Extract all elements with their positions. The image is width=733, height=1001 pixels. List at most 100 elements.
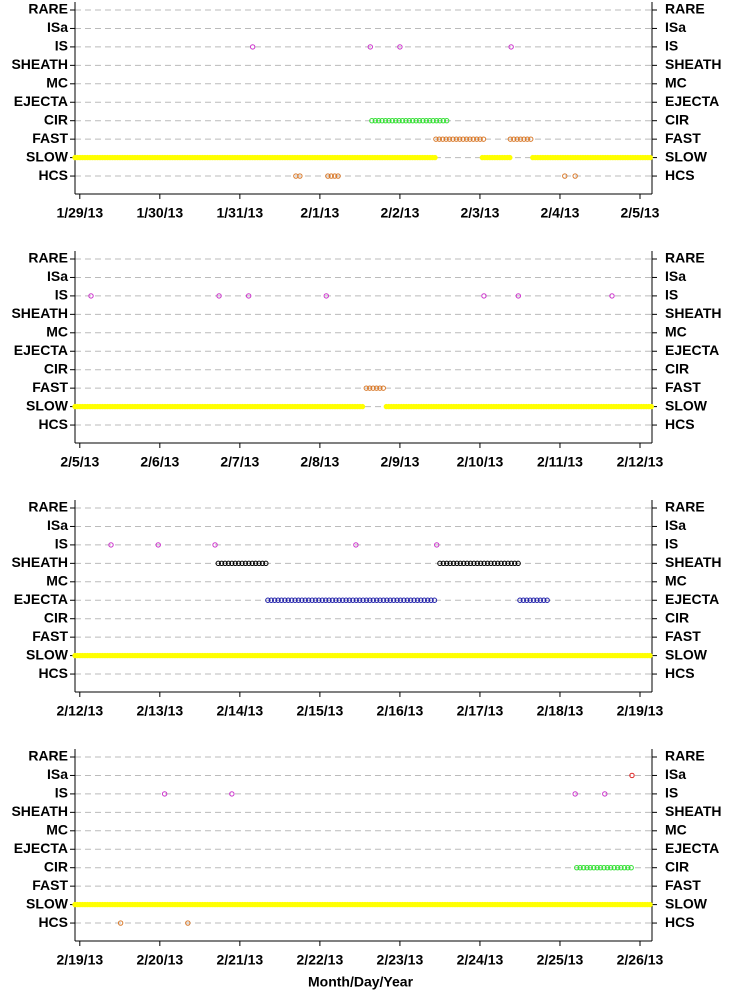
panel: RARE RARE ISa ISa IS IS SHEATH SHEATH MC MC EJECTA… [11,748,721,990]
y-tick-label: SHEATH [11,56,68,72]
y-tick-label: HCS [38,167,68,183]
run-marker [229,560,235,567]
y-tick-label: CIR [44,858,68,874]
y-tick-label-right: SHEATH [665,554,722,570]
run [479,154,513,161]
y-tick-label: IS [55,785,68,801]
x-tick-label: 2/13/13 [136,703,183,719]
y-tick-label: FAST [32,379,68,395]
run-marker [591,865,597,871]
run-marker [370,385,376,391]
run-marker [246,560,252,567]
run-marker [450,136,456,142]
run-marker [376,118,382,124]
run-marker [454,560,460,567]
run-marker [508,560,515,567]
run-marker [478,560,484,567]
run-marker [394,597,400,603]
run-marker [512,560,518,567]
point [434,542,440,548]
run-marker [491,560,498,567]
run-marker [457,560,464,567]
panel: RARE RARE ISa ISa IS IS SHEATH SHEATH MC MC EJECTA… [11,1,721,221]
x-tick-label: 2/5/13 [621,205,660,221]
point [515,293,522,299]
run-marker [326,597,332,603]
y-tick-label-right: SHEATH [665,803,722,819]
run-marker [239,560,245,567]
y-tick-label: ISa [47,268,68,284]
y-tick-label-right: CIR [665,858,689,874]
run-marker [427,118,433,124]
run-marker [285,597,291,603]
run-marker [396,118,402,124]
run-marker [577,865,583,871]
point [629,772,635,779]
run-marker [328,173,334,179]
run-marker [336,597,342,603]
point [572,173,578,179]
y-tick-label-right: EJECTA [665,93,719,109]
panel: RARE RARE ISa ISa IS IS SHEATH SHEATH MC MC EJECTA… [11,250,721,470]
x-tick-label: 2/11/13 [537,454,583,470]
run-marker [517,597,523,603]
y-tick-label-right: SLOW [665,646,708,662]
run-marker [322,597,329,603]
run-marker [621,865,628,871]
x-tick-label: 2/8/13 [300,454,339,470]
run-marker [420,118,426,124]
run-marker [474,560,481,567]
y-tick-label-right: SLOW [665,148,708,164]
run-marker [413,118,419,124]
run [433,136,487,142]
y-tick-label: EJECTA [14,93,68,109]
run-marker [346,597,353,603]
x-tick-label: 2/12/13 [617,454,664,470]
run-marker [481,560,487,567]
x-tick-label: 2/16/13 [377,703,424,719]
run-marker [356,597,363,603]
y-tick-label: CIR [44,609,68,625]
run-marker [618,865,624,871]
run-marker [363,597,370,603]
point [397,44,403,50]
run-marker [295,597,302,603]
x-tick-label: 2/26/13 [617,952,664,968]
run-marker [353,597,359,603]
run-marker [574,865,580,871]
run-marker [480,136,487,142]
y-tick-label: HCS [38,416,68,432]
run-marker [608,865,614,871]
run-marker [387,597,393,603]
point [562,173,568,179]
point [117,920,124,926]
run-marker [411,597,417,603]
run-marker [265,597,271,603]
run-marker [282,597,288,603]
run-marker [614,865,621,871]
run-marker [431,597,438,603]
y-tick-label-right: IS [665,38,678,54]
run [574,865,634,871]
run-marker [437,118,443,124]
run-marker [461,560,467,567]
y-tick-label: SHEATH [11,554,68,570]
run [325,173,341,179]
point [108,542,114,548]
run-marker [350,597,356,603]
run-marker [222,560,228,567]
run-marker [446,136,453,142]
y-tick-label: FAST [32,628,68,644]
run-marker [232,560,238,567]
run-marker [407,597,414,603]
run [265,597,438,603]
run-marker [424,597,431,603]
run-marker [528,136,534,142]
run-marker [467,136,473,142]
run-marker [421,597,427,603]
run-marker [450,560,457,567]
y-tick-label: FAST [32,130,68,146]
run-marker [335,173,341,179]
run-marker [252,560,259,567]
run-marker [271,597,278,603]
